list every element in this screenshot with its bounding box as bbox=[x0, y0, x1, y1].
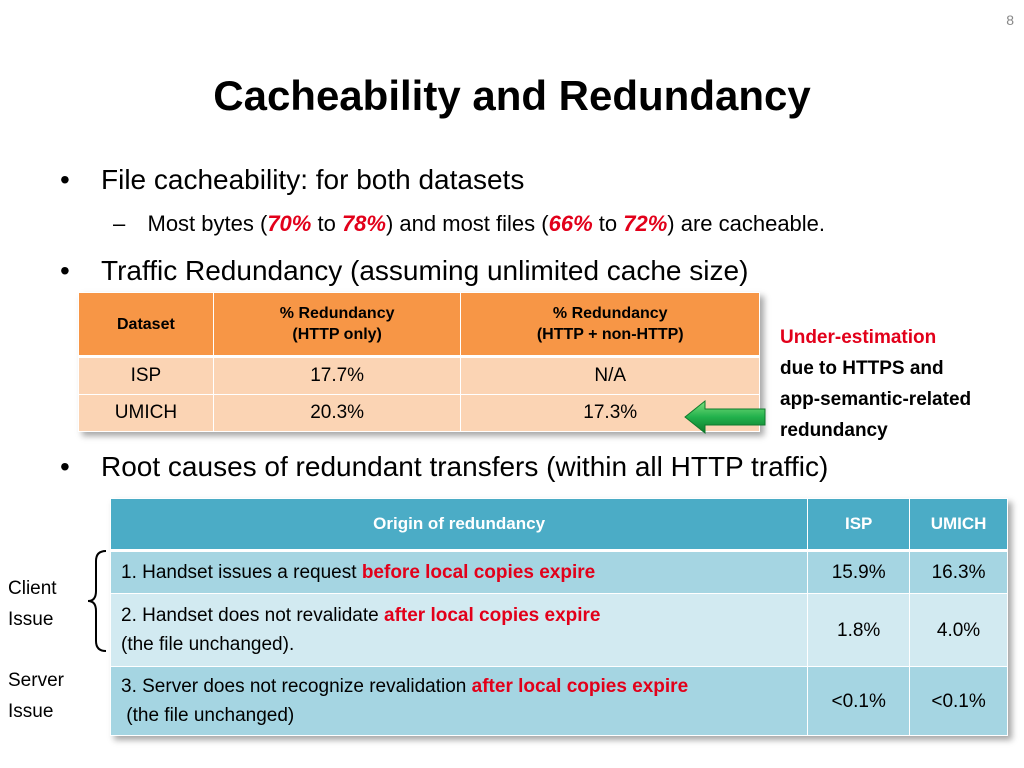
bullet-marker: • bbox=[60, 255, 70, 286]
subbullet-marker: – bbox=[113, 211, 126, 236]
server-issue-label: Server Issue bbox=[8, 665, 64, 727]
table-row: 2. Handset does not revalidate after loc… bbox=[109, 593, 1008, 667]
origin-text: (the file unchanged) bbox=[121, 705, 295, 726]
cell-dataset: ISP bbox=[78, 355, 214, 395]
cell-http-only: 20.3% bbox=[212, 394, 462, 432]
origin-text: 3. Server does not recognize revalidatio… bbox=[121, 676, 472, 697]
subbullet-text-4: to bbox=[592, 211, 624, 236]
label-line: Client bbox=[8, 578, 57, 599]
table-header-row: Origin of redundancy ISP UMICH bbox=[109, 498, 1008, 551]
files-min-value: 66% bbox=[548, 211, 593, 236]
subbullet-text-1: Most bytes ( bbox=[147, 211, 268, 236]
cell-umich: <0.1% bbox=[909, 666, 1008, 736]
header-line: (HTTP + non-HTTP) bbox=[536, 326, 684, 343]
note-line: app-semantic-related bbox=[780, 389, 972, 410]
slide-number: 8 bbox=[1006, 12, 1014, 28]
bytes-min-value: 70% bbox=[267, 211, 312, 236]
label-line: Server bbox=[8, 670, 64, 691]
table-header-row: Dataset % Redundancy (HTTP only) % Redun… bbox=[78, 292, 760, 357]
bullet-text: Root causes of redundant transfers (with… bbox=[101, 451, 829, 482]
bytes-max-value: 78% bbox=[341, 211, 386, 236]
label-line: Issue bbox=[8, 701, 54, 722]
note-line: Under-estimation bbox=[780, 327, 937, 348]
header-http-only: % Redundancy (HTTP only) bbox=[212, 292, 462, 357]
underestimation-note: Under-estimation due to HTTPS and app-se… bbox=[780, 322, 1020, 446]
left-arrow-icon bbox=[683, 399, 769, 435]
origin-text: 1. Handset issues a request bbox=[121, 562, 362, 583]
slide-title: Cacheability and Redundancy bbox=[213, 72, 811, 119]
table-row: 3. Server does not recognize revalidatio… bbox=[109, 666, 1008, 736]
bullet-marker: • bbox=[60, 451, 70, 482]
table-row: 1. Handset issues a request before local… bbox=[109, 549, 1008, 594]
cell-isp: <0.1% bbox=[807, 666, 911, 736]
origin-highlight: after local copies expire bbox=[384, 605, 601, 626]
cell-http-only: 17.7% bbox=[212, 355, 462, 395]
label-line: Issue bbox=[8, 609, 54, 630]
header-http-nonhttp: % Redundancy (HTTP + non-HTTP) bbox=[460, 292, 760, 357]
header-umich: UMICH bbox=[909, 498, 1008, 551]
subbullet-text-3: ) and most files ( bbox=[385, 211, 549, 236]
subbullet-text-2: to bbox=[311, 211, 342, 236]
redundancy-table: Dataset % Redundancy (HTTP only) % Redun… bbox=[78, 292, 760, 432]
client-issue-label: Client Issue bbox=[8, 573, 57, 635]
note-line: due to HTTPS and bbox=[780, 358, 944, 379]
cell-origin: 1. Handset issues a request before local… bbox=[109, 549, 809, 594]
cell-umich: 16.3% bbox=[909, 549, 1008, 594]
bullet-text: Traffic Redundancy (assuming unlimited c… bbox=[101, 255, 749, 286]
cell-umich: 4.0% bbox=[909, 593, 1008, 667]
header-isp: ISP bbox=[807, 498, 911, 551]
origin-text: 2. Handset does not revalidate bbox=[121, 605, 385, 626]
header-line: % Redundancy bbox=[552, 305, 668, 322]
subbullet-cacheable: – Most bytes (70% to 78%) and most files… bbox=[113, 210, 825, 238]
header-line: % Redundancy bbox=[279, 305, 395, 322]
header-origin: Origin of redundancy bbox=[109, 498, 809, 551]
header-dataset: Dataset bbox=[78, 292, 214, 357]
bullet-marker: • bbox=[60, 164, 70, 195]
header-line: (HTTP only) bbox=[292, 326, 382, 343]
cell-isp: 1.8% bbox=[807, 593, 911, 667]
subbullet-text-5: ) are cacheable. bbox=[667, 211, 826, 236]
left-arrow-icon bbox=[684, 399, 766, 435]
cell-http-nonhttp: N/A bbox=[460, 355, 760, 395]
table-row: UMICH 20.3% 17.3% bbox=[78, 394, 760, 432]
cell-origin: 3. Server does not recognize revalidatio… bbox=[109, 666, 809, 736]
table-row: ISP 17.7% N/A bbox=[78, 355, 760, 395]
bullet-text: File cacheability: for both datasets bbox=[101, 164, 525, 195]
origin-highlight: after local copies expire bbox=[471, 676, 689, 697]
note-line: redundancy bbox=[780, 420, 888, 441]
cell-dataset: UMICH bbox=[78, 394, 214, 432]
files-max-value: 72% bbox=[623, 211, 668, 236]
cell-isp: 15.9% bbox=[807, 549, 911, 594]
cell-origin: 2. Handset does not revalidate after loc… bbox=[109, 593, 809, 667]
origin-text: (the file unchanged). bbox=[121, 634, 295, 655]
root-causes-table: Origin of redundancy ISP UMICH 1. Handse… bbox=[109, 498, 1008, 736]
origin-highlight: before local copies expire bbox=[361, 562, 596, 583]
left-brace-icon bbox=[87, 550, 106, 652]
